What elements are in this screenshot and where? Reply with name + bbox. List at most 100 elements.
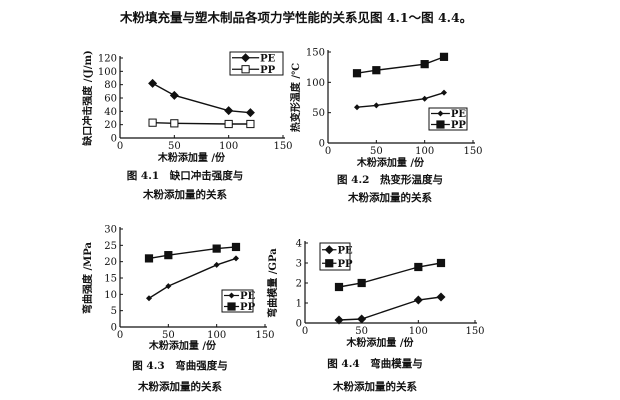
figure-caption: 图 4.1 缺口冲击强度与 xyxy=(127,169,243,182)
legend-marker xyxy=(227,302,236,311)
data-point xyxy=(233,255,239,262)
legend-marker xyxy=(241,53,251,63)
figure-caption-line2: 木粉添加量的关系 xyxy=(347,191,432,204)
data-point xyxy=(146,295,152,302)
y-tick-label: 20 xyxy=(104,257,117,268)
legend-label: PP xyxy=(240,302,256,313)
y-tick-label: 80 xyxy=(104,80,117,91)
series-pp xyxy=(352,52,449,78)
legend-label: PE xyxy=(260,53,276,64)
x-axis-label: 木粉添加量 /份 xyxy=(148,339,217,352)
y-tick-label: 15 xyxy=(104,274,117,285)
chart-4: 0 50 100 150 0 1 2 3 4 木粉添加量 /份 弯曲模量 /GPa 图 4.4 弯曲模… xyxy=(266,239,485,394)
series-pe xyxy=(148,78,255,118)
x-tick-label: 50 xyxy=(162,330,175,341)
y-tick-label: 120 xyxy=(98,54,117,65)
series-pp xyxy=(144,242,241,263)
y-tick-label: 25 xyxy=(104,241,117,252)
data-point xyxy=(164,251,173,260)
series-line xyxy=(338,296,442,321)
legend-label: PP xyxy=(338,259,354,270)
data-point xyxy=(436,292,446,302)
data-point xyxy=(439,52,449,61)
data-point xyxy=(212,244,221,253)
series-pp xyxy=(148,118,255,129)
figure-caption-line2: 木粉添加量的关系 xyxy=(332,380,417,393)
y-tick-label: 0 xyxy=(111,323,117,334)
chart-2: 0 50 100 150 0 50 100 150 木粉添加量 /份 热变形温度 /℃ 图 4.2 … xyxy=(289,48,483,205)
legend: PE PP xyxy=(319,242,354,271)
x-tick-label: 100 xyxy=(219,141,238,152)
x-tick-label: 100 xyxy=(415,146,434,157)
series-line xyxy=(152,121,251,125)
data-point xyxy=(436,258,446,268)
legend-marker xyxy=(241,65,250,74)
data-point xyxy=(413,295,423,305)
y-tick-label: 20 xyxy=(104,120,117,131)
y-tick-label: 30 xyxy=(104,225,117,236)
legend-marker xyxy=(436,120,445,129)
x-tick-label: 100 xyxy=(409,326,428,337)
data-point xyxy=(354,104,360,111)
legend-marker xyxy=(437,110,444,117)
data-point xyxy=(334,315,344,325)
data-point xyxy=(224,106,234,116)
data-point xyxy=(224,119,233,129)
data-point xyxy=(372,66,381,75)
header-text: 木粉填充量与塑木制品各项力学性能的关系见图 4.1～图 4.4。 xyxy=(119,10,472,25)
y-tick-label: 2 xyxy=(296,279,302,290)
figure-caption-line2: 木粉添加量的关系 xyxy=(137,380,222,393)
y-tick-label: 150 xyxy=(306,48,325,59)
y-tick-label: 40 xyxy=(104,107,117,118)
y-tick-label: 60 xyxy=(104,94,117,105)
figure-caption-line2: 木粉添加量的关系 xyxy=(142,188,227,201)
figure-caption: 图 4.2 热变形温度与 xyxy=(337,173,443,186)
y-tick-label: 0 xyxy=(296,319,302,330)
data-point xyxy=(169,90,179,100)
x-tick-label: 0 xyxy=(302,326,308,337)
data-point xyxy=(334,282,344,292)
data-point xyxy=(420,60,429,69)
x-tick-label: 100 xyxy=(207,330,226,341)
x-tick-label: 0 xyxy=(117,330,123,341)
figure-caption: 图 4.3 弯曲强度与 xyxy=(132,359,227,372)
data-point xyxy=(170,119,179,128)
data-point xyxy=(357,314,367,324)
y-tick-label: 100 xyxy=(306,78,325,89)
legend-label: PE xyxy=(338,245,354,256)
series-pe xyxy=(354,89,447,111)
y-tick-label: 3 xyxy=(296,259,302,270)
legend-label: PP xyxy=(451,120,467,131)
y-axis-label: 弯曲强度 /MPa xyxy=(81,242,94,314)
x-tick-label: 150 xyxy=(465,326,484,337)
data-point xyxy=(148,118,157,127)
data-point xyxy=(231,242,241,252)
x-axis-label: 木粉添加量 /份 xyxy=(157,151,226,164)
data-point xyxy=(144,254,154,263)
data-point xyxy=(213,261,220,268)
data-point xyxy=(165,283,172,290)
series-line xyxy=(148,257,237,299)
x-tick-label: 150 xyxy=(273,141,292,152)
data-point xyxy=(373,102,380,109)
series-pe xyxy=(146,255,239,302)
x-tick-label: 50 xyxy=(168,141,181,152)
x-axis-label: 木粉添加量 /份 xyxy=(356,156,425,169)
data-point xyxy=(246,119,255,129)
x-tick-label: 150 xyxy=(255,330,274,341)
x-tick-label: 150 xyxy=(463,146,482,157)
series-line xyxy=(148,246,237,260)
legend-marker xyxy=(325,259,334,268)
legend-label: PE xyxy=(451,109,467,120)
data-point xyxy=(441,89,447,96)
data-point xyxy=(357,278,366,288)
x-tick-label: 0 xyxy=(325,146,331,157)
series-line xyxy=(152,82,251,114)
y-tick-label: 5 xyxy=(111,306,117,317)
y-axis-label: 弯曲模量 /GPa xyxy=(266,248,279,318)
x-tick-label: 0 xyxy=(117,141,123,152)
series-line xyxy=(356,91,445,108)
legend-box xyxy=(319,242,351,271)
